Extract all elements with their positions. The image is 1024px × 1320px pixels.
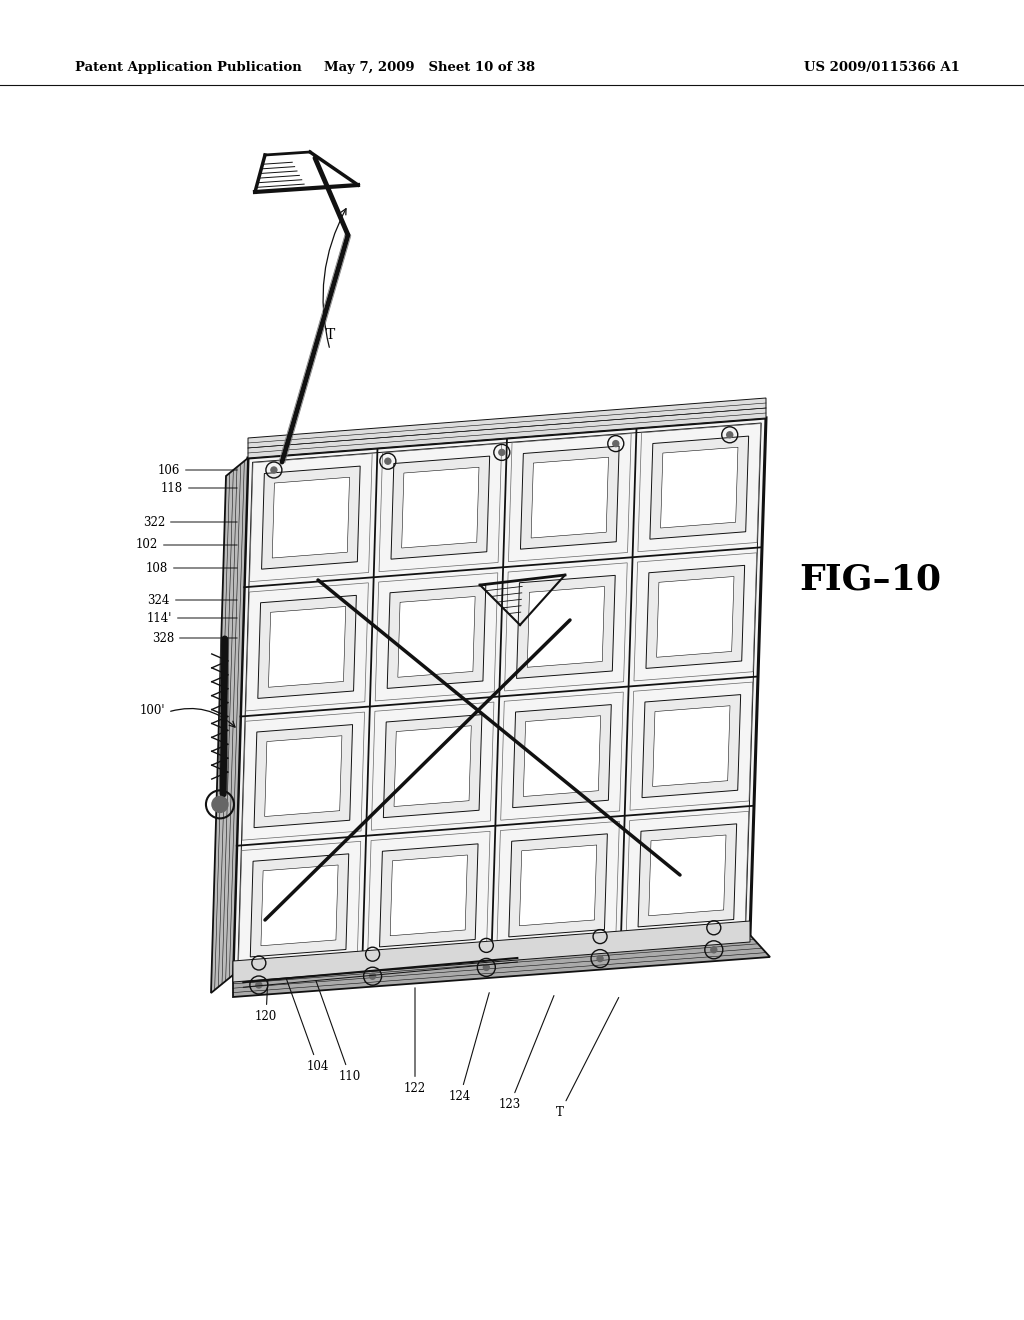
Polygon shape	[380, 843, 478, 946]
Text: 100': 100'	[139, 704, 165, 717]
Circle shape	[385, 458, 391, 465]
Polygon shape	[523, 715, 601, 796]
Polygon shape	[233, 935, 770, 997]
Polygon shape	[394, 726, 471, 807]
Polygon shape	[646, 565, 744, 668]
Polygon shape	[531, 457, 608, 539]
Polygon shape	[516, 576, 615, 678]
Polygon shape	[258, 595, 356, 698]
Circle shape	[212, 796, 228, 812]
Text: 124: 124	[449, 993, 489, 1104]
Polygon shape	[233, 921, 750, 982]
Polygon shape	[513, 705, 611, 808]
Text: 108: 108	[145, 561, 238, 574]
Polygon shape	[211, 458, 248, 993]
Polygon shape	[401, 467, 479, 548]
Polygon shape	[391, 457, 489, 560]
Polygon shape	[650, 436, 749, 539]
Polygon shape	[261, 466, 360, 569]
Text: 122: 122	[403, 987, 426, 1096]
Circle shape	[597, 956, 603, 961]
Text: 120: 120	[255, 978, 278, 1023]
Polygon shape	[268, 606, 346, 688]
Polygon shape	[519, 845, 597, 925]
Text: US 2009/0115366 A1: US 2009/0115366 A1	[804, 62, 961, 74]
Polygon shape	[642, 694, 740, 797]
Circle shape	[612, 441, 618, 446]
Circle shape	[370, 973, 376, 979]
Circle shape	[271, 467, 276, 473]
Polygon shape	[638, 824, 736, 927]
Text: T: T	[556, 998, 618, 1119]
Circle shape	[727, 432, 733, 438]
Text: FIG–10: FIG–10	[799, 564, 941, 597]
Polygon shape	[656, 577, 734, 657]
Polygon shape	[250, 854, 349, 957]
Text: 114': 114'	[146, 611, 238, 624]
Polygon shape	[509, 834, 607, 937]
Polygon shape	[398, 597, 475, 677]
Polygon shape	[261, 865, 338, 945]
Text: 102: 102	[136, 539, 238, 552]
Polygon shape	[272, 478, 349, 558]
Circle shape	[499, 449, 505, 455]
Text: 118: 118	[161, 482, 238, 495]
Text: T: T	[326, 327, 335, 342]
Polygon shape	[652, 706, 730, 787]
Text: 106: 106	[158, 463, 238, 477]
Circle shape	[256, 982, 262, 987]
Circle shape	[483, 965, 489, 970]
Polygon shape	[649, 836, 726, 916]
Circle shape	[711, 946, 717, 953]
Text: Patent Application Publication: Patent Application Publication	[75, 62, 302, 74]
Polygon shape	[254, 725, 352, 828]
Text: 104: 104	[286, 978, 329, 1073]
Polygon shape	[233, 418, 766, 975]
Text: 322: 322	[142, 516, 238, 528]
Polygon shape	[660, 447, 738, 528]
Polygon shape	[248, 399, 766, 458]
Polygon shape	[387, 585, 485, 689]
Text: May 7, 2009   Sheet 10 of 38: May 7, 2009 Sheet 10 of 38	[325, 62, 536, 74]
Polygon shape	[390, 855, 467, 936]
Polygon shape	[527, 586, 604, 667]
Polygon shape	[383, 714, 482, 817]
Text: 110: 110	[316, 981, 361, 1082]
Polygon shape	[264, 735, 342, 817]
Text: 328: 328	[152, 631, 238, 644]
Polygon shape	[520, 446, 620, 549]
Text: 123: 123	[499, 995, 554, 1111]
Text: 324: 324	[147, 594, 238, 606]
